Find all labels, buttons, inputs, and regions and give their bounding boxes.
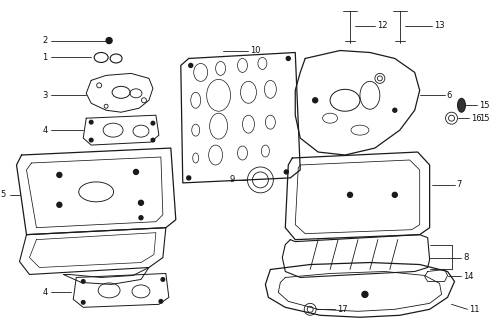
Circle shape <box>57 172 62 177</box>
Text: 9: 9 <box>229 175 234 184</box>
Text: 12: 12 <box>376 21 387 30</box>
Text: 5: 5 <box>1 190 6 199</box>
Text: 3: 3 <box>42 91 47 100</box>
Text: 1: 1 <box>42 53 47 62</box>
Text: 2: 2 <box>42 36 47 45</box>
Circle shape <box>81 300 85 304</box>
Circle shape <box>139 216 143 220</box>
Circle shape <box>161 278 164 281</box>
Text: 11: 11 <box>468 305 479 314</box>
Circle shape <box>89 120 93 124</box>
Circle shape <box>186 176 190 180</box>
Circle shape <box>81 280 85 283</box>
Text: 8: 8 <box>462 253 468 262</box>
Ellipse shape <box>456 98 464 112</box>
Circle shape <box>361 292 367 297</box>
Circle shape <box>151 121 154 125</box>
Circle shape <box>391 192 396 197</box>
Circle shape <box>188 63 192 68</box>
Circle shape <box>138 200 143 205</box>
Circle shape <box>347 192 352 197</box>
Circle shape <box>151 138 154 142</box>
Circle shape <box>89 138 93 142</box>
Text: 4: 4 <box>42 126 47 135</box>
Text: 4: 4 <box>42 288 47 297</box>
Text: 7: 7 <box>455 180 461 189</box>
Circle shape <box>106 37 112 44</box>
Text: 15: 15 <box>478 114 489 123</box>
Circle shape <box>159 300 162 303</box>
Text: 17: 17 <box>336 305 347 314</box>
Text: 14: 14 <box>462 272 473 281</box>
Circle shape <box>133 170 138 174</box>
Text: 13: 13 <box>433 21 443 30</box>
Circle shape <box>284 170 288 174</box>
Text: 6: 6 <box>446 91 451 100</box>
Text: 10: 10 <box>250 46 261 55</box>
Text: 16: 16 <box>470 114 481 123</box>
Circle shape <box>312 98 317 103</box>
Circle shape <box>286 56 290 60</box>
Circle shape <box>57 202 62 207</box>
Text: 15: 15 <box>478 101 489 110</box>
Circle shape <box>392 108 396 112</box>
